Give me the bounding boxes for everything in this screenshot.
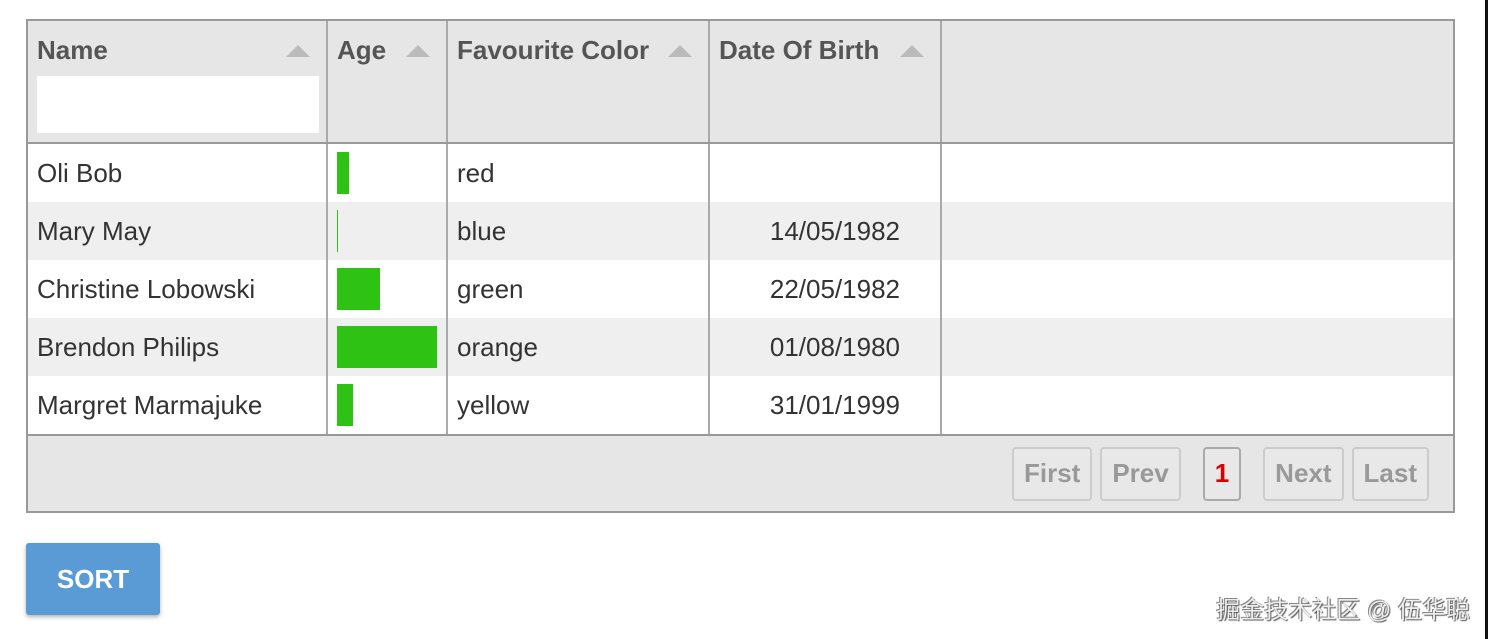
column-header-age[interactable]: Age bbox=[328, 21, 448, 142]
color-cell: green bbox=[448, 260, 710, 318]
column-title: Favourite Color bbox=[457, 35, 650, 65]
name-cell: Oli Bob bbox=[28, 144, 328, 202]
sort-arrow-icon[interactable] bbox=[406, 45, 430, 57]
age-progress-cell bbox=[328, 144, 448, 202]
color-cell: yellow bbox=[448, 376, 710, 434]
table-row[interactable]: Oli Bob red bbox=[28, 144, 1453, 202]
column-header-empty bbox=[942, 21, 1453, 142]
empty-cell bbox=[942, 144, 1453, 202]
sort-button[interactable]: SORT bbox=[26, 543, 160, 615]
age-progress-bar bbox=[337, 384, 354, 426]
column-header-favourite-color[interactable]: Favourite Color bbox=[448, 21, 710, 142]
age-progress-bar bbox=[337, 152, 350, 194]
sort-arrow-icon[interactable] bbox=[900, 45, 924, 57]
window-edge bbox=[1485, 0, 1488, 639]
column-title: Name bbox=[37, 35, 108, 65]
color-cell: red bbox=[448, 144, 710, 202]
dob-cell: 22/05/1982 bbox=[710, 260, 942, 318]
empty-cell bbox=[942, 318, 1453, 376]
age-progress-cell bbox=[328, 202, 448, 260]
prev-page-button[interactable]: Prev bbox=[1100, 446, 1181, 501]
age-progress-cell bbox=[328, 376, 448, 434]
column-header-date-of-birth[interactable]: Date Of Birth bbox=[710, 21, 942, 142]
first-page-button[interactable]: First bbox=[1011, 446, 1093, 501]
name-cell: Christine Lobowski bbox=[28, 260, 328, 318]
table-row[interactable]: Margret Marmajuke yellow 31/01/1999 bbox=[28, 376, 1453, 434]
dob-cell: 31/01/1999 bbox=[710, 376, 942, 434]
color-cell: blue bbox=[448, 202, 710, 260]
name-cell: Brendon Philips bbox=[28, 318, 328, 376]
age-progress-cell bbox=[328, 260, 448, 318]
table-row[interactable]: Brendon Philips orange 01/08/1980 bbox=[28, 318, 1453, 376]
pagination-footer: First Prev 1 Next Last bbox=[28, 434, 1453, 511]
last-page-button[interactable]: Last bbox=[1351, 446, 1429, 501]
next-page-button[interactable]: Next bbox=[1263, 446, 1344, 501]
data-table: Name Age Favourite Color Date Of Birth O… bbox=[26, 19, 1455, 513]
empty-cell bbox=[942, 376, 1453, 434]
column-title: Date Of Birth bbox=[719, 35, 880, 65]
color-cell: orange bbox=[448, 318, 710, 376]
age-progress-bar bbox=[337, 268, 380, 310]
age-progress-cell bbox=[328, 318, 448, 376]
sort-arrow-icon[interactable] bbox=[286, 45, 310, 57]
column-header-name[interactable]: Name bbox=[28, 21, 328, 142]
name-cell: Margret Marmajuke bbox=[28, 376, 328, 434]
empty-cell bbox=[942, 260, 1453, 318]
table-header: Name Age Favourite Color Date Of Birth bbox=[28, 21, 1453, 144]
age-progress-bar bbox=[337, 210, 339, 252]
table-row[interactable]: Christine Lobowski green 22/05/1982 bbox=[28, 260, 1453, 318]
age-progress-bar bbox=[337, 326, 437, 368]
empty-cell bbox=[942, 202, 1453, 260]
name-filter-input[interactable] bbox=[37, 76, 319, 133]
watermark: 掘金技术社区 @ 伍华聪 bbox=[1216, 597, 1470, 624]
sort-arrow-icon[interactable] bbox=[668, 45, 692, 57]
table-row[interactable]: Mary May blue 14/05/1982 bbox=[28, 202, 1453, 260]
table-body: Oli Bob red Mary May blue 14/05/1982 Chr… bbox=[28, 144, 1453, 434]
page-1-button[interactable]: 1 bbox=[1202, 446, 1242, 501]
dob-cell: 01/08/1980 bbox=[710, 318, 942, 376]
column-title: Age bbox=[337, 35, 387, 65]
name-cell: Mary May bbox=[28, 202, 328, 260]
dob-cell: 14/05/1982 bbox=[710, 202, 942, 260]
dob-cell bbox=[710, 144, 942, 202]
